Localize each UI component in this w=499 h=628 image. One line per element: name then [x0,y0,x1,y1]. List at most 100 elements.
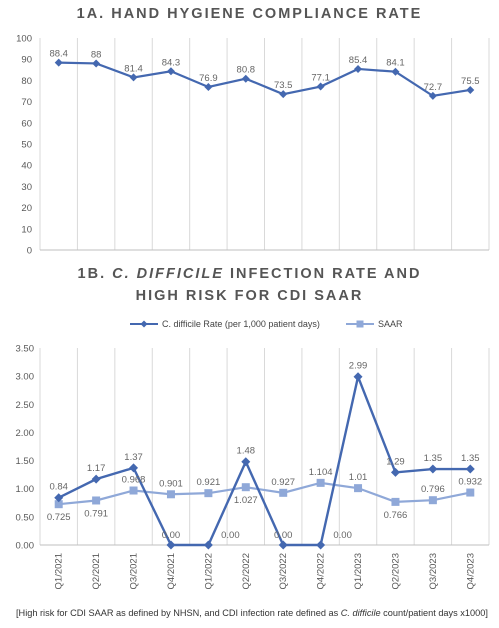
data-label: 85.4 [349,55,368,66]
cdiff-point [241,457,251,467]
x-tick-label: Q3/2022 [278,553,289,589]
saar-point [466,488,475,497]
data-label: 81.4 [124,63,143,74]
y-tick-label: 20 [21,203,32,214]
data-point [279,90,288,99]
data-label: 84.1 [386,58,405,69]
saar-data-label: 0.921 [196,477,220,488]
cdiff-data-label: 1.37 [124,452,143,463]
chart2-title-line2: HIGH RISK FOR CDI SAAR [135,288,364,304]
saar-line [58,481,471,506]
cdiff-line [58,372,471,547]
x-tick-label: Q1/2021 [54,553,65,589]
saar-data-label: 0.791 [84,508,108,519]
data-label: 75.5 [461,76,480,87]
data-point [466,85,475,94]
saar-data-label: 0.968 [122,475,146,486]
saar-point [279,488,288,497]
saar-point [54,500,63,509]
y-tick-label: 30 [21,182,32,193]
y-tick-label: 1.00 [16,484,35,495]
data-point [129,73,138,82]
saar-data-label: 0.766 [384,510,408,521]
x-tick-label: Q2/2023 [390,553,401,589]
cdiff-data-label: 0.00 [221,530,240,541]
y-tick-label: 10 [21,224,32,235]
saar-point [129,486,138,495]
y-tick-label: 60 [21,118,32,129]
cdiff-data-label: 1.48 [237,446,256,457]
y-tick-label: 2.50 [16,400,35,411]
y-tick-label: 0.00 [16,541,35,552]
saar-data-label: 0.901 [159,478,183,489]
legend-label-saar: SAAR [378,319,403,329]
cdiff-data-label: 0.00 [333,530,352,541]
hand-hygiene-chart: 0 10 20 30 40 50 60 70 80 90 100 88.4 88 81.4 84.3 76.9… [16,34,490,257]
data-label: 80.8 [237,65,256,76]
footnote-em: C. difficile [340,608,381,618]
cdiff-point [91,474,101,484]
cdiff-data-label: 1.35 [424,453,443,464]
y-tick-label: 100 [16,34,32,45]
chart1-title: 1A. HAND HYGIENE COMPLIANCE RATE [76,6,423,22]
x-tick-label: Q2/2021 [91,553,102,589]
data-label: 88 [91,49,102,60]
saar-data-label: 0.725 [47,512,71,523]
saar-point [391,497,400,506]
data-point [92,59,101,68]
cdiff-point [390,467,400,477]
cdiff-point [428,464,438,474]
y-tick-label: 3.00 [16,372,35,383]
saar-point [204,489,213,498]
x-tick-label: Q4/2023 [465,553,476,589]
footnote: [High risk for CDI SAAR as defined by NH… [16,608,488,618]
y-tick-label: 90 [21,55,32,66]
y-tick-label: 80 [21,76,32,87]
cdiff-data-label: 1.29 [386,456,405,467]
saar-data-label: 1.01 [349,472,368,483]
chart2-title-em: C. DIFFICILE [112,266,224,282]
saar-point [354,484,363,493]
cdiff-point [166,540,176,550]
saar-point [241,483,250,492]
legend-marker-saar [356,320,364,328]
data-point [354,64,363,73]
data-point [428,91,437,100]
data-label: 73.5 [274,80,293,91]
x-tick-label: Q3/2021 [129,553,140,589]
x-tick-label: Q4/2021 [166,553,177,589]
saar-data-label: 1.027 [234,495,258,506]
cdiff-point [316,540,326,550]
saar-data-label: 1.104 [309,467,333,478]
y-tick-label: 1.50 [16,456,35,467]
x-tick-label: Q3/2023 [428,553,439,589]
legend-marker-cdiff [140,320,148,328]
cdiff-data-label: 1.35 [461,453,480,464]
data-label: 84.3 [162,57,181,68]
cdiff-point [54,493,64,503]
data-label: 72.7 [424,82,443,93]
cdi-chart: C. difficile Rate (per 1,000 patient day… [16,319,490,589]
y-tick-label: 40 [21,161,32,172]
y-tick-label: 0.50 [16,512,35,523]
data-label: 76.9 [199,73,218,84]
footnote-pre: [High risk for CDI SAAR as defined by NH… [16,608,341,618]
cdiff-point [278,540,288,550]
y-tick-label: 2.00 [16,428,35,439]
legend-label-cdiff: C. difficile Rate (per 1,000 patient day… [162,319,320,329]
footnote-post: count/patient days x1000] [380,608,488,618]
y-tick-label: 0 [27,246,32,257]
data-point [166,67,175,76]
data-label: 77.1 [311,73,330,84]
y-tick-label: 70 [21,97,32,108]
x-tick-label: Q4/2022 [316,553,327,589]
cdiff-data-label: 0.00 [162,530,181,541]
saar-point [92,496,101,505]
cdiff-data-label: 0.84 [49,482,68,493]
cdiff-point [129,463,139,473]
x-tick-label: Q1/2022 [203,553,214,589]
cdiff-data-label: 2.99 [349,361,368,372]
chart2-title-pre: 1B. [77,266,113,282]
x-tick-label: Q2/2022 [241,553,252,589]
saar-data-label: 0.932 [458,477,482,488]
